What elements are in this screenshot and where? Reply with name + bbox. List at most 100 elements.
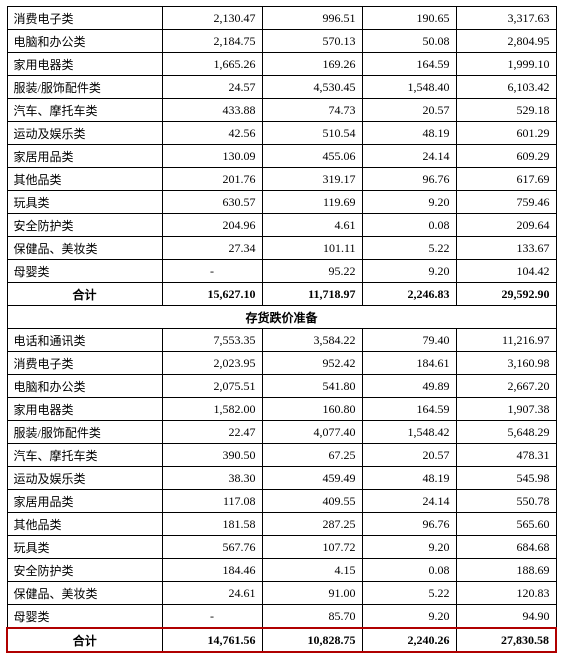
cell-value: 570.13 — [262, 30, 362, 53]
cell-value: 24.61 — [162, 582, 262, 605]
cell-value: 2,075.51 — [162, 375, 262, 398]
cell-value: 11,718.97 — [262, 283, 362, 306]
row-label: 安全防护类 — [7, 559, 162, 582]
cell-value: 630.57 — [162, 191, 262, 214]
cell-value: 9.20 — [362, 191, 456, 214]
row-label: 玩具类 — [7, 536, 162, 559]
cell-value: 50.08 — [362, 30, 456, 53]
cell-value: 6,103.42 — [456, 76, 556, 99]
cell-value: 20.57 — [362, 444, 456, 467]
cell-value: 565.60 — [456, 513, 556, 536]
row-label: 服装/服饰配件类 — [7, 421, 162, 444]
row-label: 其他品类 — [7, 168, 162, 191]
row-label: 运动及娱乐类 — [7, 467, 162, 490]
row-label: 家用电器类 — [7, 53, 162, 76]
cell-value: 7,553.35 — [162, 329, 262, 352]
cell-value: 5.22 — [362, 237, 456, 260]
cell-value: 190.65 — [362, 7, 456, 30]
cell-value: 201.76 — [162, 168, 262, 191]
cell-value: 209.64 — [456, 214, 556, 237]
cell-value: 104.42 — [456, 260, 556, 283]
cell-value: 120.83 — [456, 582, 556, 605]
cell-value: 22.47 — [162, 421, 262, 444]
cell-value: 433.88 — [162, 99, 262, 122]
cell-value: 79.40 — [362, 329, 456, 352]
cell-value: 684.68 — [456, 536, 556, 559]
row-label: 运动及娱乐类 — [7, 122, 162, 145]
row-label: 家居用品类 — [7, 145, 162, 168]
cell-value: 2,130.47 — [162, 7, 262, 30]
cell-value: 996.51 — [262, 7, 362, 30]
cell-value: 91.00 — [262, 582, 362, 605]
cell-value: 550.78 — [456, 490, 556, 513]
cell-value: 14,761.56 — [162, 628, 262, 652]
row-label: 家居用品类 — [7, 490, 162, 513]
cell-value: 541.80 — [262, 375, 362, 398]
row-label: 电脑和办公类 — [7, 375, 162, 398]
cell-value: 9.20 — [362, 536, 456, 559]
cell-value: 119.69 — [262, 191, 362, 214]
cell-value: 390.50 — [162, 444, 262, 467]
cell-value: 2,246.83 — [362, 283, 456, 306]
row-label: 合计 — [7, 628, 162, 652]
cell-value: - — [162, 605, 262, 629]
cell-value: 49.89 — [362, 375, 456, 398]
cell-value: 74.73 — [262, 99, 362, 122]
section-header: 存货跌价准备 — [7, 306, 556, 329]
row-label: 保健品、美妆类 — [7, 237, 162, 260]
cell-value: 2,804.95 — [456, 30, 556, 53]
cell-value: 184.61 — [362, 352, 456, 375]
cell-value: 1,907.38 — [456, 398, 556, 421]
cell-value: 2,184.75 — [162, 30, 262, 53]
cell-value: 48.19 — [362, 122, 456, 145]
cell-value: 1,548.42 — [362, 421, 456, 444]
cell-value: 2,023.95 — [162, 352, 262, 375]
cell-value: 27,830.58 — [456, 628, 556, 652]
cell-value: 3,584.22 — [262, 329, 362, 352]
cell-value: 188.69 — [456, 559, 556, 582]
cell-value: 1,582.00 — [162, 398, 262, 421]
cell-value: 0.08 — [362, 214, 456, 237]
cell-value: 409.55 — [262, 490, 362, 513]
cell-value: 96.76 — [362, 168, 456, 191]
cell-value: 11,216.97 — [456, 329, 556, 352]
cell-value: 24.57 — [162, 76, 262, 99]
cell-value: 529.18 — [456, 99, 556, 122]
row-label: 玩具类 — [7, 191, 162, 214]
cell-value: 617.69 — [456, 168, 556, 191]
cell-value: 5.22 — [362, 582, 456, 605]
cell-value: 2,667.20 — [456, 375, 556, 398]
cell-value: 459.49 — [262, 467, 362, 490]
cell-value: 117.08 — [162, 490, 262, 513]
cell-value: 952.42 — [262, 352, 362, 375]
cell-value: 130.09 — [162, 145, 262, 168]
cell-value: 169.26 — [262, 53, 362, 76]
cell-value: - — [162, 260, 262, 283]
cell-value: 5,648.29 — [456, 421, 556, 444]
cell-value: 160.80 — [262, 398, 362, 421]
cell-value: 601.29 — [456, 122, 556, 145]
cell-value: 27.34 — [162, 237, 262, 260]
cell-value: 609.29 — [456, 145, 556, 168]
cell-value: 48.19 — [362, 467, 456, 490]
cell-value: 94.90 — [456, 605, 556, 629]
row-label: 保健品、美妆类 — [7, 582, 162, 605]
cell-value: 101.11 — [262, 237, 362, 260]
cell-value: 95.22 — [262, 260, 362, 283]
cell-value: 184.46 — [162, 559, 262, 582]
cell-value: 319.17 — [262, 168, 362, 191]
row-label: 汽车、摩托车类 — [7, 99, 162, 122]
cell-value: 107.72 — [262, 536, 362, 559]
cell-value: 24.14 — [362, 145, 456, 168]
cell-value: 1,999.10 — [456, 53, 556, 76]
row-label: 服装/服饰配件类 — [7, 76, 162, 99]
cell-value: 510.54 — [262, 122, 362, 145]
cell-value: 545.98 — [456, 467, 556, 490]
cell-value: 24.14 — [362, 490, 456, 513]
cell-value: 15,627.10 — [162, 283, 262, 306]
cell-value: 455.06 — [262, 145, 362, 168]
row-label: 安全防护类 — [7, 214, 162, 237]
cell-value: 4.61 — [262, 214, 362, 237]
cell-value: 10,828.75 — [262, 628, 362, 652]
cell-value: 287.25 — [262, 513, 362, 536]
